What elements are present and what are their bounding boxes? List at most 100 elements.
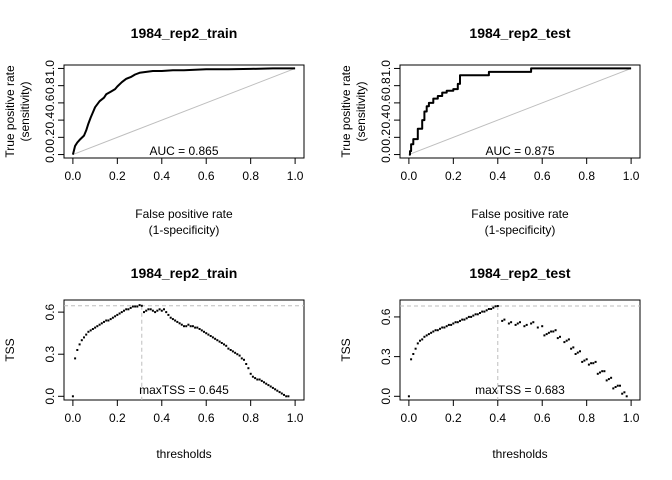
panel-1-y-tick-label: 0.2	[43, 129, 57, 146]
panel-4-tss-point	[623, 391, 626, 394]
panel-3-tss-point	[156, 309, 159, 312]
panel-3-tss-point	[191, 325, 194, 328]
panel-4-x-tick-label: 0.4	[489, 411, 506, 425]
panel-2-title: 1984_rep2_test	[469, 25, 571, 41]
panel-2-y-tick-label: 0.4	[379, 111, 393, 128]
panel-3-tss-point	[280, 392, 283, 395]
panel-3-y-axis-label: TSS	[3, 338, 17, 361]
panel-3-tss-point	[105, 319, 108, 322]
panel-4-tss-point	[463, 318, 466, 321]
panel-3-tss-point	[285, 395, 288, 398]
panel-4-x-tick-label: 0.6	[534, 411, 551, 425]
panel-1-auc-annotation: AUC = 0.865	[149, 144, 218, 158]
panel-1-y-axis-label: True positive rate	[3, 65, 17, 158]
panel-4-tss-point	[510, 321, 513, 324]
panel-3-tss-point	[243, 358, 245, 361]
panel-3-tss-point	[271, 386, 274, 389]
panel-4-tss-point	[547, 331, 550, 334]
panel-3-tss-point	[256, 378, 259, 381]
panel-4-x-tick-label: 0.0	[401, 411, 418, 425]
panel-3-tss-point	[283, 393, 285, 396]
panel-4-tss-point	[541, 325, 544, 328]
panel-3-tss-point	[214, 337, 217, 340]
panel-3-tss-point	[245, 363, 248, 365]
panel-3-tss-point	[91, 328, 94, 330]
panel-3-x-tick-label: 0.6	[198, 411, 215, 425]
panel-4-tss-point	[503, 318, 506, 321]
panel-3-title: 1984_rep2_train	[131, 265, 238, 281]
panel-3-tss-point	[94, 326, 97, 329]
panel-4-tss-point	[565, 339, 568, 342]
panel-4-tss-point	[572, 346, 575, 349]
panel-4-tss-point	[454, 321, 457, 324]
panel-3-tss-point	[265, 382, 268, 385]
panel-3-tss-point	[178, 322, 181, 325]
panel-3-x-axis-label: thresholds	[156, 447, 211, 461]
panel-4-tss-point	[610, 376, 613, 379]
panel-4-tss-point	[567, 338, 570, 341]
panel-3-tss-point	[120, 311, 123, 314]
panel-4-tss-point	[621, 392, 624, 395]
panel-2-reference-diagonal	[408, 67, 632, 156]
panel-4-tss-point	[587, 363, 590, 366]
panel-4-tss-point	[559, 335, 561, 338]
panel-3-tss-point	[223, 343, 225, 346]
panel-4-y-axis-label: TSS	[339, 338, 353, 361]
panel-3-tss-point	[211, 336, 214, 339]
panel-3-tss-point	[129, 306, 132, 309]
panel-3-tss-point	[147, 308, 150, 311]
panel-4-tss-point	[616, 384, 619, 387]
panel-3-tss-point	[154, 311, 157, 314]
panel-1-x-tick-label: 0.2	[109, 169, 126, 183]
panel-2-auc-annotation: AUC = 0.875	[485, 144, 554, 158]
panel-1-x-tick-label: 0.6	[198, 169, 215, 183]
panel-2-x-tick-label: 0.6	[534, 169, 551, 183]
panel-3-tss-point	[171, 318, 174, 321]
panel-4-y-tick-label: 0.3	[379, 348, 393, 365]
panel-3-tss-point	[274, 388, 277, 391]
panel-1-x-tick-label: 0.0	[65, 169, 82, 183]
panel-4-tss-point	[516, 322, 519, 325]
panel-4-tss-point	[485, 309, 488, 312]
panel-2-y-tick-label: 0.0	[379, 146, 393, 163]
panel-3-tss-point	[267, 384, 270, 387]
panel-3-tss-point	[127, 308, 130, 311]
panel-3-tss-point	[249, 372, 252, 375]
panel-2-x-axis-label: False positive rate	[471, 207, 569, 221]
panel-3-tss-point	[196, 326, 199, 329]
panel-3-tss-point	[143, 311, 145, 314]
panel-4-tss-point	[583, 359, 586, 362]
panel-2-y-tick-label: 0.6	[379, 94, 393, 111]
panel-4-tss-point	[605, 379, 608, 382]
panel-3-tss-point	[163, 308, 165, 311]
panel-3-tss-point	[198, 328, 201, 330]
panel-4-tss-point	[445, 325, 448, 328]
panel-4-tss-point	[496, 305, 499, 307]
panel-4-tss-point	[492, 306, 495, 309]
panel-3-tss-point	[205, 332, 208, 335]
panel-3-max-tss-annotation: maxTSS = 0.645	[139, 383, 229, 397]
panel-4-tss-point	[619, 384, 621, 387]
panel-3-tss-point	[258, 378, 261, 381]
panel-1-y-tick-label: 0.4	[43, 111, 57, 128]
panel-3-tss-point	[269, 385, 272, 388]
panel-4-tss-point	[439, 327, 441, 330]
panel-2-y-tick-label: 1.0	[379, 60, 393, 77]
panel-3-tss-point	[138, 304, 141, 307]
panel-3-tss-point	[203, 330, 205, 333]
panel-3-x-tick-label: 0.4	[153, 411, 170, 425]
panel-4-tss-point	[585, 358, 588, 361]
panel-3-tss-point	[240, 357, 243, 360]
panel-4-tss-point	[601, 370, 604, 373]
panel-1-title: 1984_rep2_train	[131, 25, 238, 41]
panel-4-tss-point	[427, 333, 430, 336]
panel-3-tss-point	[111, 316, 114, 319]
panel-3-tss-point	[116, 313, 119, 316]
panel-2-x-tick-label: 0.8	[578, 169, 595, 183]
panel-4-tss-point	[614, 386, 617, 388]
panel-3-tss-point	[107, 319, 110, 322]
panel-3-tss-point	[118, 312, 121, 315]
panel-3-tss-point	[151, 309, 154, 312]
panel-3-tss-point	[89, 329, 92, 332]
panel-3-tss-point	[78, 343, 81, 346]
